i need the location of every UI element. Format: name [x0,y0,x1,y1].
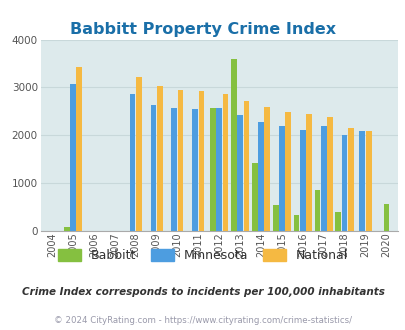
Bar [358,131,364,231]
Bar [209,108,215,231]
Bar [341,135,347,231]
Bar [347,128,353,231]
Bar [326,117,332,231]
Bar [64,227,69,231]
Bar [230,59,236,231]
Text: © 2024 CityRating.com - https://www.cityrating.com/crime-statistics/: © 2024 CityRating.com - https://www.city… [54,315,351,325]
Bar [171,108,177,231]
Bar [305,114,311,231]
Bar [150,105,156,231]
Bar [192,109,198,231]
Bar [258,122,263,231]
Bar [278,126,284,231]
Bar [222,94,228,231]
Bar [365,131,371,231]
Bar [272,205,278,231]
Bar [70,83,76,231]
Bar [136,77,141,231]
Legend: Babbitt, Minnesota, National: Babbitt, Minnesota, National [54,246,351,266]
Bar [198,91,204,231]
Bar [285,112,290,231]
Bar [177,90,183,231]
Bar [129,94,135,231]
Bar [293,215,299,231]
Bar [251,163,257,231]
Bar [335,212,340,231]
Bar [383,204,388,231]
Bar [216,108,222,231]
Bar [314,190,320,231]
Bar [264,107,269,231]
Bar [156,85,162,231]
Bar [299,130,305,231]
Text: Babbitt Property Crime Index: Babbitt Property Crime Index [70,22,335,37]
Bar [237,115,243,231]
Bar [320,126,326,231]
Bar [76,67,82,231]
Bar [243,101,249,231]
Text: Crime Index corresponds to incidents per 100,000 inhabitants: Crime Index corresponds to incidents per… [21,287,384,297]
